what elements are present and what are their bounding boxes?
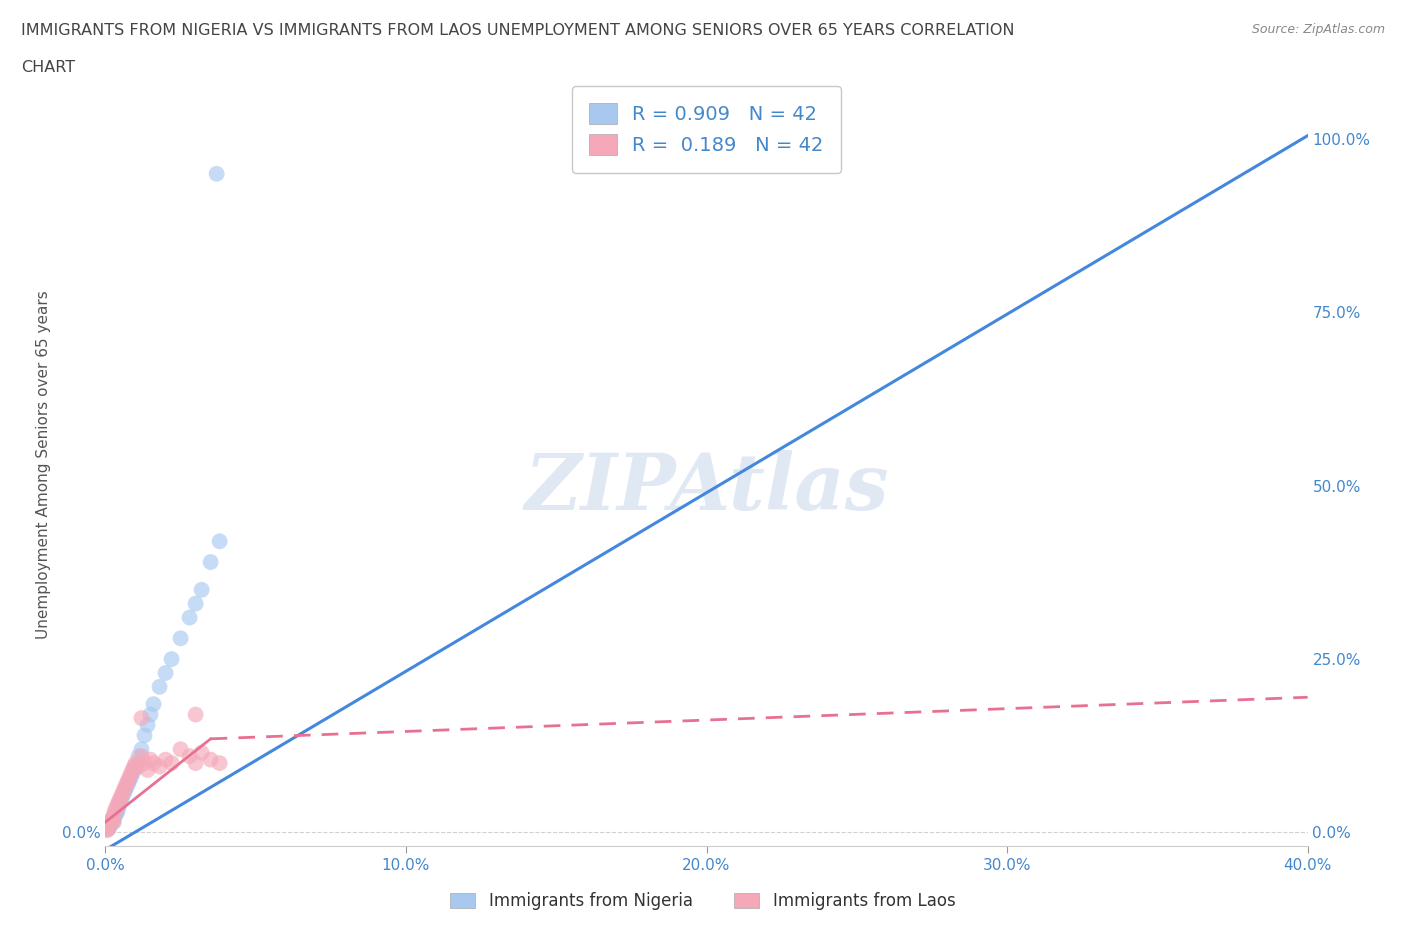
Point — [100, 813, 122, 828]
Point — [160, 756, 183, 771]
Point — [208, 756, 231, 771]
Text: CHART: CHART — [21, 60, 75, 75]
Point — [121, 763, 143, 777]
Point — [124, 759, 146, 774]
Point — [111, 790, 134, 805]
Point — [184, 756, 207, 771]
Text: IMMIGRANTS FROM NIGERIA VS IMMIGRANTS FROM LAOS UNEMPLOYMENT AMONG SENIORS OVER : IMMIGRANTS FROM NIGERIA VS IMMIGRANTS FR… — [21, 23, 1015, 38]
Point — [179, 749, 201, 764]
Point — [155, 666, 177, 681]
Point — [205, 166, 228, 181]
Point — [112, 787, 135, 802]
Point — [97, 821, 120, 836]
Point — [97, 819, 120, 834]
Legend: R = 0.909   N = 42, R =  0.189   N = 42: R = 0.909 N = 42, R = 0.189 N = 42 — [572, 86, 841, 173]
Point — [107, 804, 129, 819]
Point — [131, 711, 153, 725]
Point — [110, 790, 132, 805]
Point — [200, 752, 222, 767]
Point — [103, 815, 125, 830]
Point — [97, 819, 120, 834]
Point — [111, 787, 134, 802]
Point — [108, 794, 131, 809]
Point — [117, 773, 139, 788]
Point — [115, 777, 138, 791]
Point — [142, 697, 165, 711]
Point — [184, 596, 207, 611]
Point — [131, 742, 153, 757]
Point — [103, 807, 125, 822]
Point — [200, 554, 222, 569]
Y-axis label: Unemployment Among Seniors over 65 years: Unemployment Among Seniors over 65 years — [35, 291, 51, 640]
Point — [98, 818, 121, 833]
Point — [124, 756, 146, 771]
Point — [122, 763, 145, 777]
Point — [100, 815, 122, 830]
Point — [114, 783, 136, 798]
Text: ZIPAtlas: ZIPAtlas — [524, 449, 889, 526]
Point — [155, 752, 177, 767]
Point — [128, 749, 150, 764]
Point — [148, 759, 170, 774]
Point — [148, 680, 170, 695]
Point — [142, 756, 165, 771]
Point — [114, 780, 136, 795]
Point — [108, 797, 131, 812]
Point — [100, 815, 122, 830]
Point — [120, 766, 142, 781]
Point — [208, 534, 231, 549]
Point — [98, 821, 121, 836]
Point — [136, 718, 159, 733]
Point — [104, 801, 127, 816]
Point — [96, 823, 118, 838]
Point — [169, 631, 191, 645]
Point — [103, 815, 125, 830]
Point — [184, 707, 207, 722]
Point — [134, 756, 156, 771]
Legend: Immigrants from Nigeria, Immigrants from Laos: Immigrants from Nigeria, Immigrants from… — [444, 885, 962, 917]
Point — [105, 805, 128, 820]
Point — [118, 773, 141, 788]
Point — [107, 797, 129, 812]
Point — [101, 811, 124, 826]
Point — [121, 766, 143, 781]
Point — [120, 769, 142, 784]
Point — [160, 652, 183, 667]
Point — [98, 818, 121, 833]
Point — [190, 745, 212, 760]
Point — [139, 752, 162, 767]
Point — [103, 810, 125, 825]
Point — [100, 817, 122, 831]
Point — [169, 742, 191, 757]
Point — [190, 582, 212, 597]
Point — [118, 769, 141, 784]
Point — [179, 610, 201, 625]
Point — [122, 759, 145, 774]
Point — [134, 728, 156, 743]
Point — [115, 780, 138, 795]
Point — [139, 707, 162, 722]
Point — [117, 777, 139, 791]
Point — [110, 794, 132, 809]
Point — [131, 749, 153, 764]
Point — [107, 801, 129, 816]
Point — [128, 759, 150, 774]
Point — [104, 807, 127, 822]
Point — [98, 817, 121, 831]
Point — [103, 804, 125, 819]
Point — [136, 763, 159, 777]
Text: Source: ZipAtlas.com: Source: ZipAtlas.com — [1251, 23, 1385, 36]
Point — [112, 783, 135, 798]
Point — [97, 821, 120, 836]
Point — [101, 813, 124, 828]
Point — [101, 811, 124, 826]
